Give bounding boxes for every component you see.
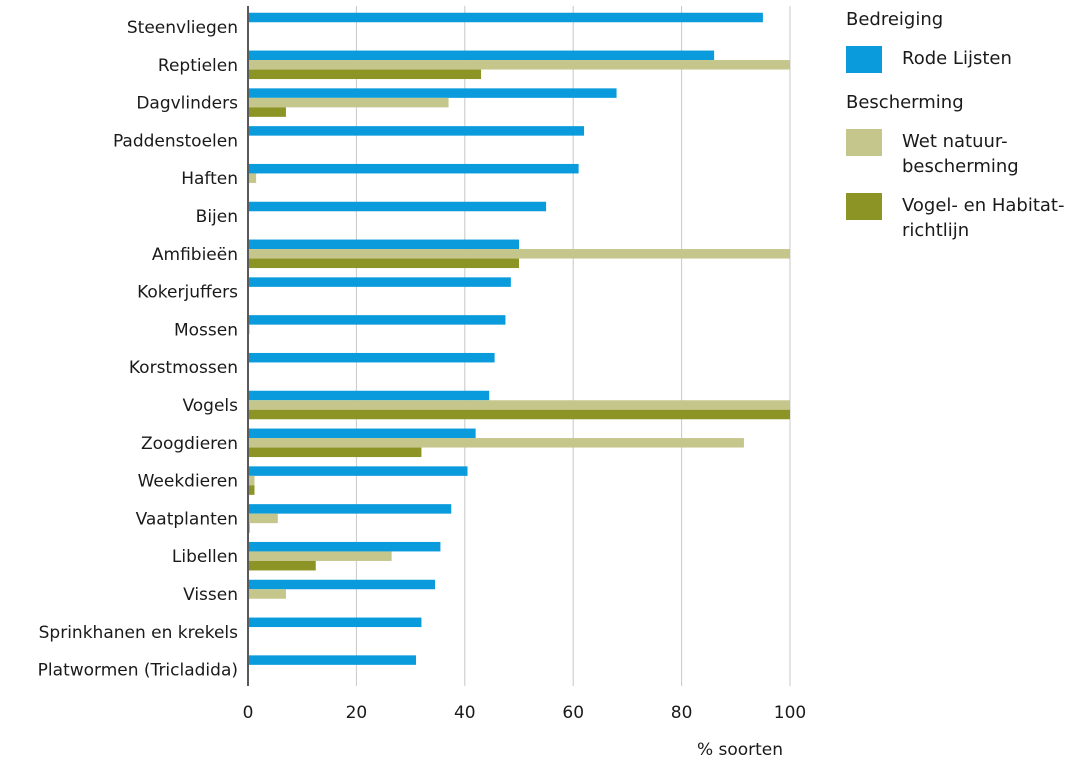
bar-weekdieren-s2 (249, 485, 255, 495)
category-label-reptielen: Reptielen (158, 56, 238, 76)
bar-vaatplanten-s0 (249, 504, 452, 514)
gridlines (247, 6, 791, 686)
x-tick-100: 100 (774, 703, 806, 723)
legend-item-rode-lijsten: Rode Lijsten (846, 46, 1076, 73)
legend-group-title-protection: Bescherming (846, 92, 964, 113)
category-label-kokerjuffers: Kokerjuffers (137, 283, 238, 303)
category-label-paddenstoelen: Paddenstoelen (113, 131, 238, 151)
x-tick-0: 0 (243, 703, 254, 723)
bars (249, 12, 790, 665)
category-label-korstmossen: Korstmossen (129, 358, 238, 378)
legend-label-vogel-habitatrichtlijn: Vogel- en Habitat- richtlijn (902, 195, 1065, 241)
category-label-vaatplanten: Vaatplanten (136, 509, 238, 529)
category-label-haften: Haften (181, 169, 238, 189)
category-label-vissen: Vissen (183, 585, 238, 605)
category-label-mossen: Mossen (174, 320, 238, 340)
bar-libellen-s2 (249, 560, 316, 571)
bar-reptielen-s1 (249, 60, 790, 70)
legend-swatch-rode-lijsten (846, 46, 882, 73)
bar-zoogdieren-s0 (249, 428, 476, 439)
legend-label-rode-lijsten: Rode Lijsten (902, 48, 1012, 69)
x-tick-40: 40 (454, 703, 476, 723)
category-label-amfibieen: Amfibieën (152, 245, 238, 265)
bar-reptielen-s0 (249, 50, 715, 61)
bar-platwormen-tricladida-s0 (249, 655, 417, 665)
bar-haften-s0 (249, 163, 579, 174)
bar-weekdieren-s1 (249, 475, 255, 486)
bar-vogels-s1 (249, 400, 790, 410)
bar-amfibieen-s2 (249, 258, 519, 269)
bar-haften-s1 (249, 173, 257, 183)
category-labels: Steenvliegen Reptielen Dagvlinders Paddenst… (38, 18, 238, 681)
category-label-steenvliegen: Steenvliegen (127, 18, 238, 38)
bar-sprinkhanen-en-krekels-s0 (249, 617, 422, 628)
legend-swatch-vogel-habitatrichtlijn (846, 193, 882, 220)
bar-vaatplanten-s1 (249, 513, 278, 524)
category-label-libellen: Libellen (172, 547, 238, 567)
category-label-vogels: Vogels (182, 396, 238, 416)
bar-vogels-s0 (249, 390, 490, 401)
bar-kokerjuffers-s0 (249, 277, 511, 287)
bar-dagvlinders-s0 (249, 88, 617, 98)
bar-korstmossen-s0 (249, 352, 495, 363)
category-label-sprinkhanen-en-krekels: Sprinkhanen en krekels (39, 623, 238, 643)
bar-vaatplanten-s2 (249, 523, 250, 533)
bar-weekdieren-s0 (249, 466, 468, 476)
bar-mossen-s0 (249, 315, 506, 325)
category-label-zoogdieren: Zoogdieren (141, 434, 238, 454)
bar-vissen-s1 (249, 589, 286, 599)
legend: Bedreiging Rode Lijsten Bescherming Wet … (846, 8, 1076, 257)
category-label-weekdieren: Weekdieren (138, 472, 238, 492)
x-tick-20: 20 (346, 703, 368, 723)
legend-label-wet-natuurbescherming: Wet natuur- bescherming (902, 131, 1019, 177)
bar-dagvlinders-s1 (249, 97, 449, 108)
bar-steenvliegen-s0 (249, 12, 763, 23)
bar-zoogdieren-s1 (249, 438, 744, 448)
bar-zoogdieren-s2 (249, 447, 422, 458)
category-label-platwormen-tricladida: Platwormen (Tricladida) (38, 661, 238, 681)
bar-paddenstoelen-s0 (249, 126, 585, 136)
bar-libellen-s1 (249, 551, 392, 561)
bar-dagvlinders-s2 (249, 107, 286, 117)
bar-amfibieen-s1 (249, 249, 790, 259)
x-tick-labels: 0 20 40 60 80 100 (243, 703, 807, 723)
bar-mossen-s1 (249, 324, 250, 335)
bar-libellen-s0 (249, 541, 441, 552)
legend-item-vogel-habitatrichtlijn: Vogel- en Habitat- richtlijn (846, 193, 1076, 243)
x-tick-80: 80 (671, 703, 693, 723)
category-label-dagvlinders: Dagvlinders (136, 94, 238, 114)
category-label-bijen: Bijen (196, 207, 238, 227)
x-tick-60: 60 (562, 703, 584, 723)
legend-group-title-threat: Bedreiging (846, 9, 944, 30)
x-axis-title: % soorten (697, 740, 783, 757)
bar-reptielen-s2 (249, 69, 482, 80)
legend-swatch-wet-natuurbescherming (846, 129, 882, 156)
bar-vogels-s2 (249, 409, 790, 420)
bar-bijen-s0 (249, 201, 547, 212)
legend-item-wet-natuurbescherming: Wet natuur- bescherming (846, 129, 1076, 179)
bar-vissen-s0 (249, 579, 435, 590)
bar-amfibieen-s0 (249, 239, 519, 250)
